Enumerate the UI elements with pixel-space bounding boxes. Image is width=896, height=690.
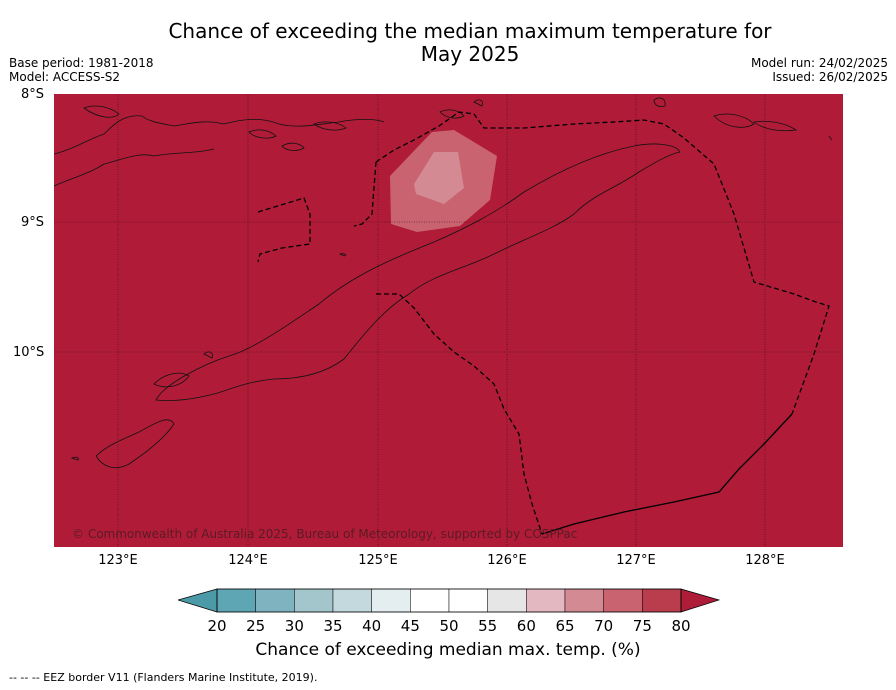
colorbar-tick-label: 65 <box>555 617 575 635</box>
colorbar-tick-label: 75 <box>632 617 652 635</box>
map-title: Chance of exceeding the median maximum t… <box>0 20 896 66</box>
colorbar-tick-label: 25 <box>246 617 266 635</box>
coastlines <box>54 97 833 469</box>
colorbar-tick-label: 45 <box>400 617 420 635</box>
probability-patch-inner <box>414 152 464 204</box>
colorbar-segment <box>564 588 604 613</box>
colorbar-tick-label: 35 <box>323 617 343 635</box>
gridlines <box>54 94 843 547</box>
colorbar-over-arrow <box>680 588 720 613</box>
colorbar-tick-label: 20 <box>207 617 227 635</box>
meta-right: Model run: 24/02/2025 Issued: 26/02/2025 <box>751 56 888 84</box>
colorbar-tick-label: 60 <box>516 617 536 635</box>
colorbar-under-arrow <box>178 588 218 613</box>
colorbar-segment <box>487 588 527 613</box>
issued-date: Issued: 26/02/2025 <box>772 70 888 84</box>
lat-label-8s: 8°S <box>21 87 45 102</box>
colorbar-segment <box>603 588 643 613</box>
colorbar-tick-label: 40 <box>362 617 382 635</box>
base-period: Base period: 1981-2018 <box>9 56 154 70</box>
lon-label-128e: 128°E <box>745 553 785 568</box>
colorbar-segment <box>371 588 411 613</box>
title-line-1: Chance of exceeding the median maximum t… <box>168 19 772 43</box>
colorbar-segment <box>332 588 372 613</box>
colorbar-segment <box>410 588 450 613</box>
lon-label-126e: 126°E <box>487 553 527 568</box>
colorbar-segments <box>216 588 682 613</box>
colorbar-segment <box>255 588 295 613</box>
model-name: Model: ACCESS-S2 <box>9 70 121 84</box>
copyright-notice: © Commonwealth of Australia 2025, Bureau… <box>72 527 578 541</box>
lon-label-127e: 127°E <box>616 553 656 568</box>
colorbar-segment <box>642 588 682 613</box>
lon-label-124e: 124°E <box>228 553 268 568</box>
colorbar-tick-label: 70 <box>594 617 614 635</box>
colorbar-segment <box>294 588 334 613</box>
lat-label-9s: 9°S <box>21 215 45 230</box>
lat-label-10s: 10°S <box>13 345 45 360</box>
colorbar-segment <box>448 588 488 613</box>
lon-label-123e: 123°E <box>98 553 138 568</box>
colorbar-segment <box>216 588 256 613</box>
lon-label-125e: 125°E <box>358 553 398 568</box>
map-panel <box>54 94 843 547</box>
colorbar-tick-label: 80 <box>671 617 691 635</box>
colorbar-tick-label: 55 <box>478 617 498 635</box>
eez-footnote: -- -- -- EEZ border V11 (Flanders Marine… <box>9 671 318 684</box>
model-run: Model run: 24/02/2025 <box>750 56 888 70</box>
eez-solid-segment <box>541 413 793 535</box>
colorbar-tick-label: 30 <box>284 617 304 635</box>
eez-borders <box>257 111 830 535</box>
title-line-2: May 2025 <box>420 42 520 66</box>
meta-left: Base period: 1981-2018 Model: ACCESS-S2 <box>9 56 154 84</box>
colorbar <box>178 588 720 613</box>
colorbar-title: Chance of exceeding median max. temp. (%… <box>255 640 641 660</box>
colorbar-frame <box>216 588 682 613</box>
colorbar-tick-label: 50 <box>439 617 459 635</box>
colorbar-segment <box>526 588 566 613</box>
